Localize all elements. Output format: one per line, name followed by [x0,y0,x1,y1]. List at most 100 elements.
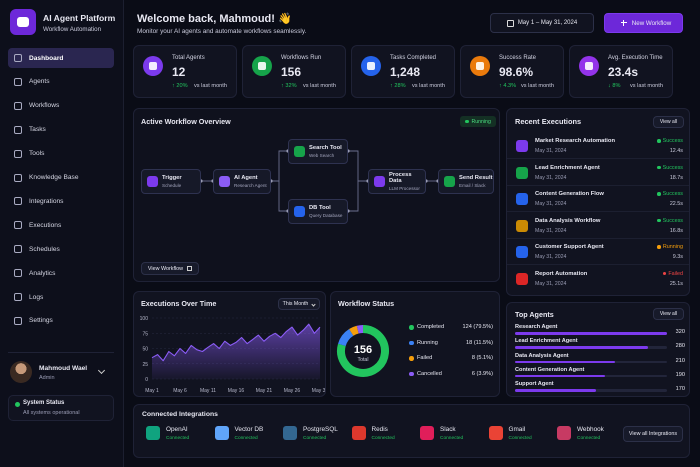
execution-date: May 31, 2024 [535,280,567,287]
integration-status: Connected [234,436,258,441]
node-icon [374,176,385,187]
brand-subtitle: Workflow Automation [43,26,102,33]
nav-icon [14,293,22,301]
plus-shape [620,20,627,26]
execution-date: May 31, 2024 [535,254,567,260]
node-icon [147,176,158,187]
nav-item[interactable]: Dashboard [8,48,114,68]
view-all-button[interactable]: View all [653,308,684,320]
workflow-connectors [199,149,440,213]
agent-value: 190 [675,371,685,378]
nav-icon [14,149,22,158]
nav-label: Tasks [29,126,46,134]
workflow-node[interactable]: Search Tool Web Search [288,139,348,164]
nav-label: Tools [29,150,45,158]
stat-label: Workflows Run [281,55,322,61]
agent-name: Lead Enrichment Agent [515,338,578,345]
node-title: AI Agent [234,175,258,181]
period-filter[interactable]: This Month [278,298,320,310]
execution-duration: 22.5s [669,201,683,207]
running-dot [465,119,469,124]
workflow-panel: Active Workflow Overview Running Trigger Sc… [133,108,500,282]
execution-row[interactable]: Lead Enrichment Agent May 31, 2024 Success… [507,162,689,186]
nav-label: Workflows [29,102,60,110]
execution-row[interactable]: Content Generation Flow May 31, 2024 Succe… [507,188,689,212]
nav-item[interactable]: Agents [8,72,114,92]
caret [311,301,316,307]
welcome-title: Welcome back, Mahmoud! 👋 [137,13,292,25]
status-dot [657,139,661,143]
nav-item[interactable]: Tools [8,144,114,164]
execution-row[interactable]: Customer Support Agent May 31, 2024 Runnin… [507,241,689,265]
nav-item[interactable]: Integrations [8,191,114,211]
status-label: Running [662,244,683,250]
agent-value: 320 [675,329,685,335]
integration-name: PostgreSQL [303,426,338,433]
nav-item[interactable]: Knowledge Base [8,168,114,188]
nav-label: Integrations [29,197,64,205]
workflow-node[interactable]: Trigger Schedule [141,169,201,194]
nav-label: Knowledge Base [29,174,79,181]
execution-name: Customer Support Agent [535,244,604,250]
node-subtitle: Query Database [309,213,343,218]
workflow-node[interactable]: Process Data LLM Processor [368,169,426,194]
nav-item[interactable]: Settings [8,311,114,331]
execution-duration: 25.1s [669,280,683,287]
workflow-node[interactable]: AI Agent Research Agent [213,169,271,194]
view-all-button[interactable]: View all [653,116,684,128]
workflow-node[interactable]: Send Result Email / Slack [438,169,494,194]
nav-item[interactable]: Executions [8,215,114,235]
x-tick-label: May 1 [145,388,159,394]
execution-row[interactable]: Market Research Automation May 31, 2024 Su… [507,135,689,159]
new-workflow-button[interactable]: New Workflow [604,13,683,33]
status-chart-panel: Workflow Status 156 Total Completed 124 (79.… [330,291,500,397]
nav-item[interactable]: Analytics [8,263,114,283]
status-dot [657,192,661,196]
sidebar: AI Agent Platform Workflow Automation Dash… [0,0,124,467]
chart-title: Workflow Status [338,299,395,308]
legend-label: Cancelled [417,370,442,377]
workflow-node[interactable]: DB Tool Query Database [288,199,348,224]
agent-value: 170 [675,386,685,393]
node-icon [294,146,305,157]
execution-icon [516,193,528,205]
execution-status: Running [637,244,683,250]
stat-label: Success Rate [499,55,537,61]
agent-value: 210 [675,357,685,364]
view-workflow-button[interactable]: View Workflow [141,262,199,275]
stat-card: Tasks Completed 1,248 ↑ 28% vs last month [351,45,455,98]
integration-icon [146,426,160,440]
nav-icon [14,54,22,62]
nav-item[interactable]: Schedules [8,239,114,259]
legend-dot [409,371,414,376]
nav-item[interactable]: Workflows [8,96,114,116]
integration-status: Connected [303,436,327,441]
avatar [10,361,32,383]
execution-row[interactable]: Data Analysis Workflow May 31, 2024 Succes… [507,215,689,239]
status-title: System Status [23,400,65,406]
integration-icon [283,426,297,440]
execution-date: May 31, 2024 [535,227,567,234]
stat-icon-glyph [258,62,266,70]
node-text: AI Agent Research Agent [234,175,267,188]
nav-item[interactable]: Logs [8,287,114,307]
chart-title: Executions Over Time [141,299,217,308]
integration-icon [214,426,229,440]
status-dot [662,271,667,276]
node-subtitle: LLM Processor [389,186,420,191]
integration-icon [351,426,366,440]
node-title: DB Tool [309,205,331,211]
view-all-integrations-button[interactable]: View all Integrations [623,426,683,442]
nav-icon [14,221,22,230]
status-label: Success [662,164,683,171]
execution-row[interactable]: Report Automation May 31, 2024 Failed 25.1s [507,268,689,292]
execution-name: Report Automation [535,270,588,277]
welcome-subtitle: Monitor your AI agents and automate work… [137,28,307,35]
stat-label: Tasks Completed [390,55,437,61]
stat-value: 23.4s [608,65,639,79]
date-range-picker[interactable]: May 1 – May 31, 2024 [490,13,594,33]
nav-icon [14,197,22,206]
executions-chart-panel: Executions Over Time This Month 0 25 50 75 100… [133,291,326,397]
nav-item[interactable]: Tasks [8,120,114,140]
